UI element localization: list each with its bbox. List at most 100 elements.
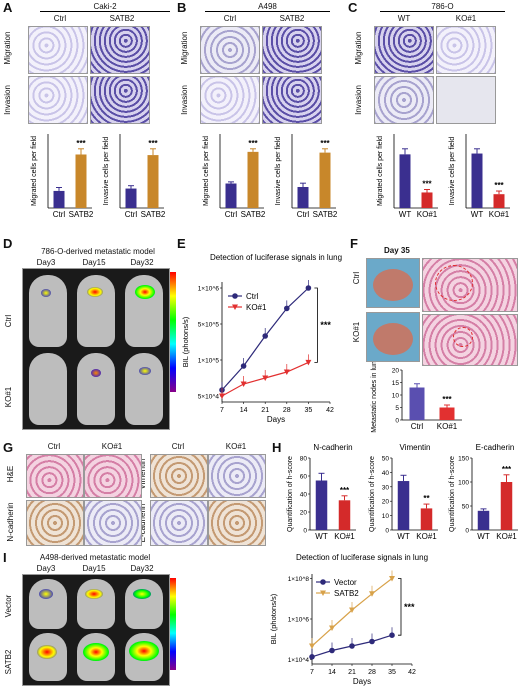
micrograph-a-migration-ctrl — [28, 26, 88, 74]
y-tick-label: 50 — [382, 456, 390, 463]
chart-title: Detection of luciferase signals in lung — [210, 253, 342, 262]
row-label-a-invasion: Invasion — [3, 85, 12, 115]
significance-label: *** — [404, 602, 415, 612]
lung-image-f-ctrl — [366, 258, 420, 308]
lung-histology-f-ko — [422, 314, 518, 366]
row-label-f-ctrl: Ctrl — [352, 271, 361, 285]
lung-histology-f-ctrl — [422, 258, 518, 312]
x-tick-label: Ctrl — [53, 210, 66, 219]
data-point — [262, 333, 268, 339]
y-tick-label: 40 — [300, 492, 308, 499]
col-label-g-3: Ctrl — [171, 442, 185, 451]
panel-letter-d: D — [3, 236, 13, 251]
x-tick-label: 14 — [328, 669, 336, 676]
micrograph-b-invasion-ctrl — [200, 76, 260, 124]
panel-i-title: A498-derived metastatic model — [39, 553, 151, 562]
bioluminescence-image-i — [22, 574, 170, 686]
x-tick-label: WT — [397, 532, 410, 541]
data-point — [240, 363, 247, 369]
row-label-d-ctrl: Ctrl — [4, 314, 13, 328]
line-chart-i: Detection of luciferase signals in lung B… — [269, 553, 428, 686]
lung-image-f-ko — [366, 312, 420, 362]
col-label-a-1: Ctrl — [53, 14, 67, 23]
data-point — [369, 638, 375, 645]
data-point — [283, 369, 290, 375]
y-axis-label: Quantification of h-score — [287, 456, 294, 532]
y-axis-label: Invasive cells per field — [275, 137, 282, 206]
micrograph-a-invasion-satb2 — [90, 76, 150, 124]
y-tick-label: 1×10^4 — [288, 657, 310, 664]
y-tick-label: 150 — [458, 456, 469, 463]
significance-label: *** — [502, 465, 512, 474]
bar-wt — [315, 480, 328, 530]
bar-satb2 — [319, 152, 331, 208]
y-tick-label: 20 — [300, 510, 308, 517]
bar-ko1 — [439, 407, 455, 420]
x-tick-label: 35 — [305, 407, 313, 414]
x-tick-label: WT — [477, 532, 490, 541]
ihc-ncad-ko — [84, 500, 142, 546]
bar-ctrl — [225, 183, 237, 208]
y-axis-label: BIL (photons/s) — [269, 593, 278, 644]
data-point — [309, 643, 315, 649]
y-tick-label: 1×10^8 — [288, 576, 310, 583]
row-label-c-invasion: Invasion — [354, 85, 363, 115]
x-tick-label: 28 — [368, 669, 376, 676]
row-label-g-he: H&E — [6, 465, 15, 483]
significance-label: *** — [422, 180, 432, 189]
panel-letter-f: F — [350, 236, 358, 251]
y-tick-label: 1×10^6 — [288, 617, 310, 624]
data-point — [219, 393, 225, 399]
row-label-i-satb2: SATB2 — [4, 649, 13, 675]
y-tick-label: 1×10^6 — [198, 286, 220, 293]
significance-label: *** — [76, 139, 86, 148]
micrograph-b-migration-satb2 — [262, 26, 322, 74]
ihc-vim-ko — [208, 454, 266, 498]
x-tick-label: KO#1 — [489, 210, 510, 219]
x-tick-label: 42 — [408, 669, 416, 676]
col-label-a-2: SATB2 — [109, 14, 135, 23]
significance-label: *** — [248, 139, 258, 148]
bar-ctrl — [409, 387, 425, 420]
y-tick-label: 20 — [382, 499, 390, 506]
chart-title: E-cadherin — [476, 443, 515, 452]
x-tick-label: SATB2 — [313, 210, 338, 219]
x-tick-label: KO#1 — [417, 210, 438, 219]
bar-ctrl — [297, 186, 309, 208]
significance-label: ** — [423, 494, 430, 503]
chart-title: Vimentin — [400, 443, 431, 452]
line-chart-e: Detection of luciferase signals in lung B… — [181, 253, 342, 424]
x-tick-label: 35 — [388, 669, 396, 676]
significance-label: *** — [340, 486, 350, 495]
data-point — [309, 654, 315, 660]
bar-wt — [471, 153, 483, 208]
row-label-b-migration: Migration — [180, 31, 189, 65]
y-tick-label: 5×10^4 — [198, 394, 220, 401]
data-point — [240, 381, 247, 387]
y-tick-label: 80 — [300, 456, 308, 463]
y-tick-label: 30 — [382, 484, 390, 491]
micrograph-c-migration-ko — [436, 26, 496, 74]
ihc-vim-ctrl — [150, 454, 208, 498]
y-tick-label: 15 — [392, 380, 400, 387]
x-tick-label: WT — [399, 210, 412, 219]
x-tick-label: KO#1 — [334, 532, 355, 541]
significance-label: *** — [320, 139, 330, 148]
micrograph-c-invasion-ko — [436, 76, 496, 124]
panel-letter-h: H — [272, 440, 282, 455]
data-point — [349, 607, 355, 613]
significance-label: *** — [494, 181, 504, 190]
x-tick-label: KO#1 — [416, 532, 437, 541]
bar-ko1 — [338, 500, 351, 530]
data-point — [389, 576, 395, 582]
significance-bracket — [314, 287, 318, 363]
significance-label: *** — [442, 395, 452, 404]
bar-satb2 — [247, 151, 259, 208]
legend-marker — [320, 579, 326, 585]
bar-satb2 — [147, 155, 159, 208]
bar-wt — [477, 510, 490, 530]
bar-ko1 — [421, 192, 433, 208]
data-point — [329, 647, 335, 654]
x-axis-label: Days — [353, 677, 371, 686]
x-tick-label: 21 — [261, 407, 269, 414]
